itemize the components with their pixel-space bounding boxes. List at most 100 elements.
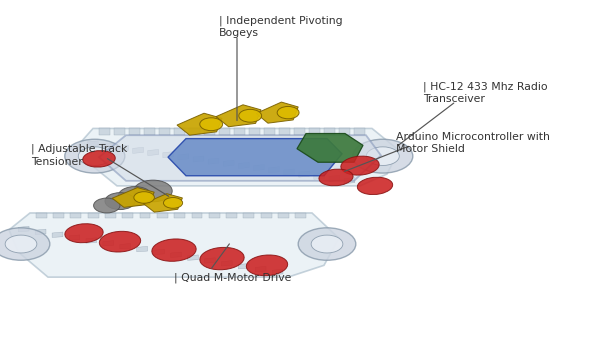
Polygon shape — [189, 128, 200, 135]
Polygon shape — [279, 128, 290, 135]
Polygon shape — [264, 128, 275, 135]
Circle shape — [239, 110, 262, 122]
Circle shape — [134, 180, 172, 202]
Polygon shape — [78, 128, 399, 186]
Polygon shape — [261, 213, 272, 218]
Text: | HC-12 433 Mhz Radio
Transceiver: | HC-12 433 Mhz Radio Transceiver — [423, 81, 548, 104]
Polygon shape — [178, 154, 189, 160]
Polygon shape — [112, 188, 154, 207]
Polygon shape — [244, 213, 254, 218]
Polygon shape — [249, 128, 260, 135]
Polygon shape — [324, 128, 335, 135]
Circle shape — [118, 187, 152, 206]
Circle shape — [200, 118, 223, 131]
Polygon shape — [238, 163, 249, 169]
Circle shape — [366, 147, 400, 165]
Polygon shape — [255, 266, 266, 272]
Circle shape — [78, 147, 112, 165]
Circle shape — [105, 193, 135, 210]
Polygon shape — [269, 167, 280, 173]
Polygon shape — [143, 194, 182, 212]
Polygon shape — [339, 128, 350, 135]
Polygon shape — [314, 173, 325, 179]
Polygon shape — [297, 134, 363, 162]
Polygon shape — [299, 171, 310, 177]
Polygon shape — [209, 213, 220, 218]
Text: Arduino Microcontroller with
Motor Shield: Arduino Microcontroller with Motor Shiel… — [396, 132, 550, 154]
Polygon shape — [118, 145, 128, 151]
Polygon shape — [294, 128, 305, 135]
Polygon shape — [170, 252, 181, 258]
Circle shape — [353, 139, 413, 173]
Polygon shape — [9, 213, 339, 277]
Polygon shape — [122, 213, 133, 218]
Text: | Adjustable Track
Tensioner: | Adjustable Track Tensioner — [31, 144, 128, 167]
Ellipse shape — [152, 239, 196, 261]
Circle shape — [277, 106, 299, 119]
Polygon shape — [88, 213, 98, 218]
Polygon shape — [188, 255, 199, 260]
Circle shape — [163, 197, 182, 208]
Polygon shape — [272, 269, 283, 274]
Polygon shape — [256, 102, 298, 123]
Polygon shape — [52, 232, 63, 237]
Polygon shape — [144, 128, 155, 135]
Polygon shape — [253, 165, 264, 171]
Polygon shape — [105, 213, 116, 218]
Polygon shape — [221, 261, 232, 266]
Circle shape — [298, 228, 356, 260]
Polygon shape — [208, 158, 219, 164]
Polygon shape — [120, 243, 131, 249]
Polygon shape — [53, 213, 64, 218]
Circle shape — [134, 192, 154, 203]
Polygon shape — [70, 213, 81, 218]
Ellipse shape — [65, 224, 103, 243]
Ellipse shape — [83, 151, 115, 167]
Polygon shape — [36, 213, 47, 218]
Polygon shape — [159, 128, 170, 135]
Polygon shape — [174, 128, 185, 135]
Polygon shape — [148, 149, 158, 155]
Polygon shape — [168, 139, 342, 176]
Text: | Quad M-Motor Drive: | Quad M-Motor Drive — [174, 272, 292, 283]
Polygon shape — [278, 213, 289, 218]
Polygon shape — [226, 213, 237, 218]
Polygon shape — [354, 128, 365, 135]
Polygon shape — [129, 128, 140, 135]
Polygon shape — [295, 213, 306, 218]
Circle shape — [0, 228, 50, 260]
Circle shape — [94, 198, 120, 213]
Polygon shape — [69, 235, 80, 240]
Polygon shape — [103, 143, 113, 149]
Polygon shape — [18, 226, 29, 232]
Polygon shape — [157, 213, 168, 218]
Polygon shape — [174, 213, 185, 218]
Polygon shape — [309, 128, 320, 135]
Polygon shape — [329, 175, 340, 182]
Polygon shape — [238, 264, 249, 269]
Polygon shape — [216, 105, 261, 127]
Polygon shape — [344, 177, 355, 184]
Ellipse shape — [200, 247, 244, 270]
Polygon shape — [88, 141, 98, 147]
Ellipse shape — [319, 169, 353, 186]
Ellipse shape — [341, 156, 379, 175]
Polygon shape — [133, 147, 143, 153]
Ellipse shape — [247, 255, 287, 276]
Ellipse shape — [100, 231, 140, 252]
Polygon shape — [191, 213, 202, 218]
Polygon shape — [177, 113, 222, 135]
Circle shape — [311, 235, 343, 253]
Polygon shape — [114, 128, 125, 135]
Polygon shape — [204, 128, 215, 135]
Polygon shape — [193, 156, 204, 162]
Polygon shape — [223, 160, 234, 166]
Polygon shape — [205, 258, 215, 263]
Polygon shape — [219, 128, 230, 135]
Ellipse shape — [358, 177, 392, 195]
Circle shape — [65, 139, 125, 173]
Polygon shape — [137, 246, 148, 252]
Polygon shape — [35, 229, 46, 235]
Polygon shape — [284, 169, 295, 175]
Polygon shape — [163, 152, 173, 158]
